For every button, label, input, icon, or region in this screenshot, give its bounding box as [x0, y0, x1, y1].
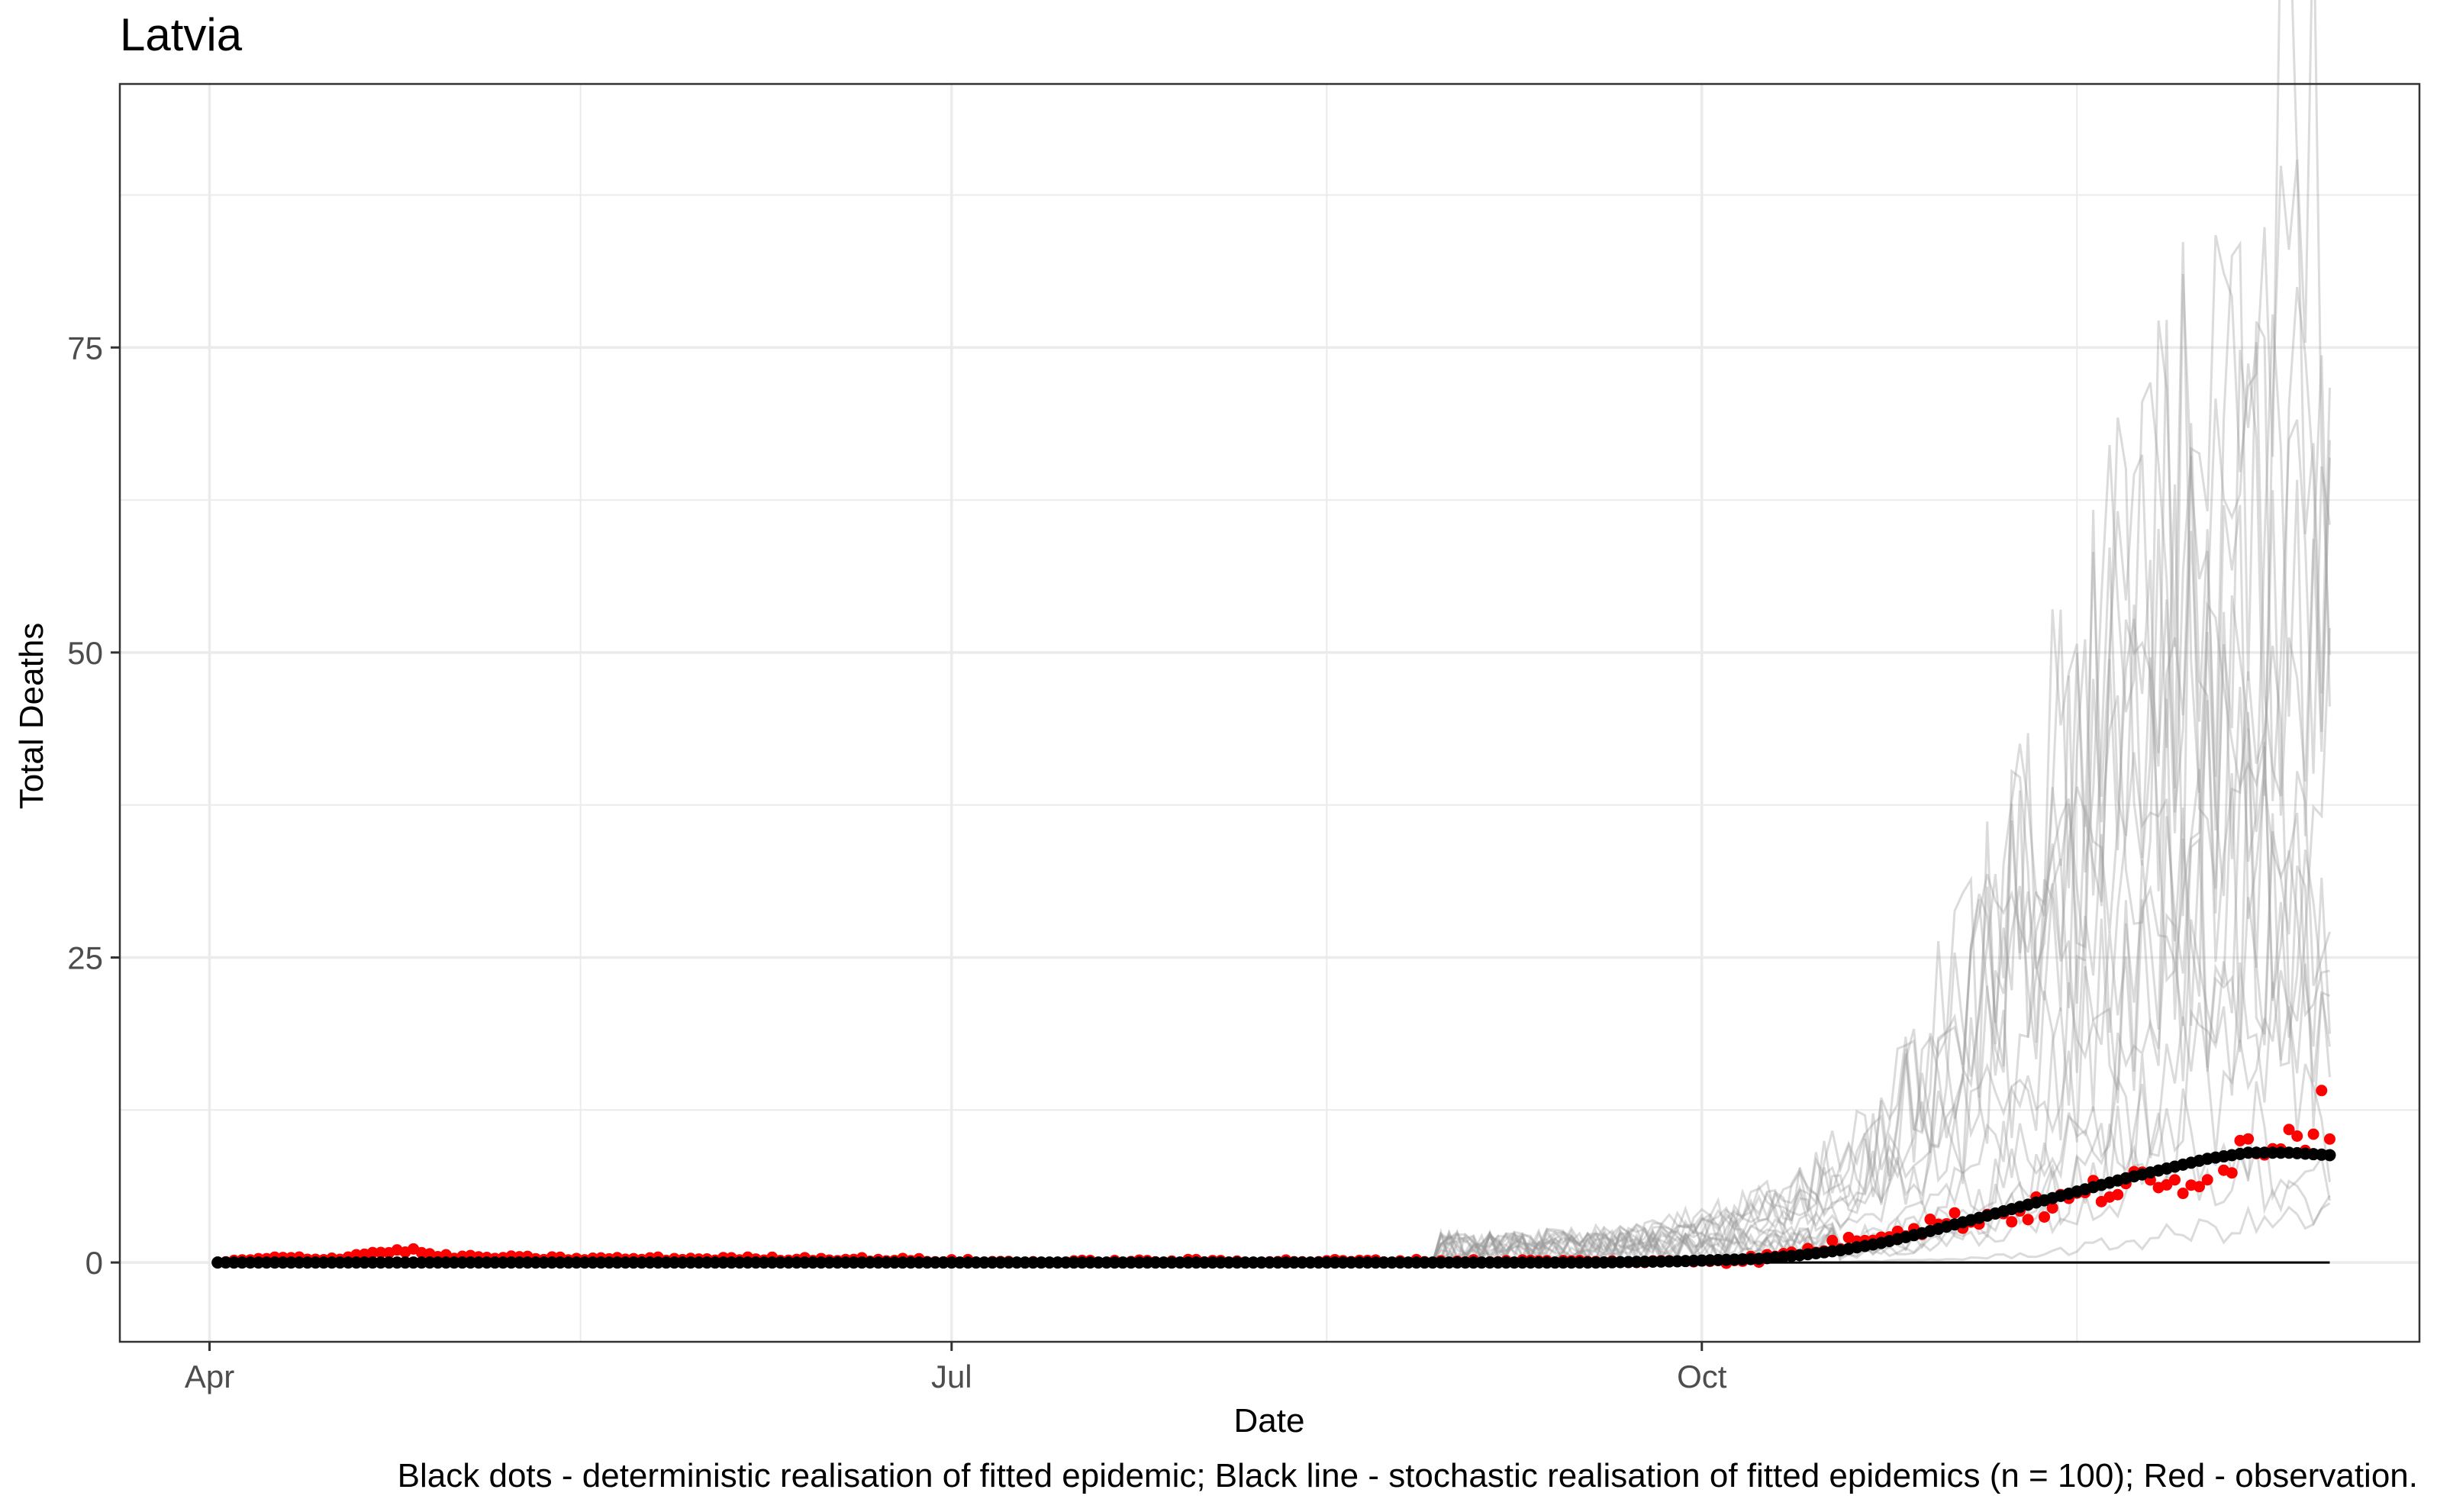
- observation-dot: [2316, 1085, 2328, 1097]
- observation-dot: [2006, 1216, 2018, 1228]
- observation-dot: [2201, 1174, 2213, 1186]
- y-tick-label: 25: [67, 940, 103, 975]
- observation-dot: [1826, 1234, 1839, 1246]
- x-tick-label: Oct: [1677, 1359, 1727, 1394]
- observation-dot: [375, 1246, 387, 1259]
- observation-dot: [2194, 1181, 2206, 1193]
- observation-dot: [2177, 1188, 2189, 1200]
- observation-dot: [366, 1246, 379, 1259]
- chart-title: Latvia: [120, 9, 243, 60]
- deterministic-series: [211, 1146, 2336, 1269]
- observation-dot: [2168, 1174, 2181, 1186]
- observation-dot: [2112, 1188, 2124, 1201]
- observation-dot: [2323, 1133, 2335, 1145]
- observation-dot: [2046, 1202, 2058, 1214]
- y-tick-label: 75: [67, 330, 103, 366]
- observation-dot: [2283, 1124, 2295, 1136]
- y-axis: 0 25 50 75: [67, 330, 120, 1281]
- deterministic-dot: [2323, 1149, 2336, 1162]
- observation-dot: [2242, 1133, 2255, 1145]
- observation-dot: [2291, 1130, 2303, 1143]
- x-axis-label: Date: [1234, 1402, 1305, 1439]
- observation-dot: [2039, 1211, 2051, 1223]
- panel-border: [118, 82, 2421, 1343]
- y-tick-label: 0: [85, 1245, 103, 1281]
- x-axis: Apr Jul Oct: [185, 1342, 1727, 1394]
- observation-dot: [2226, 1167, 2238, 1179]
- y-axis-label: Total Deaths: [13, 623, 50, 810]
- y-tick-label: 50: [67, 635, 103, 671]
- observation-dot: [1924, 1214, 1936, 1226]
- caption: Black dots - deterministic realisation o…: [398, 1457, 2418, 1494]
- x-tick-label: Jul: [931, 1359, 972, 1394]
- x-tick-label: Apr: [185, 1359, 234, 1394]
- observation-dot: [2022, 1214, 2034, 1226]
- grid-minor: [120, 84, 2419, 1342]
- observation-dot: [2307, 1128, 2319, 1140]
- observation-dot: [1949, 1207, 1961, 1219]
